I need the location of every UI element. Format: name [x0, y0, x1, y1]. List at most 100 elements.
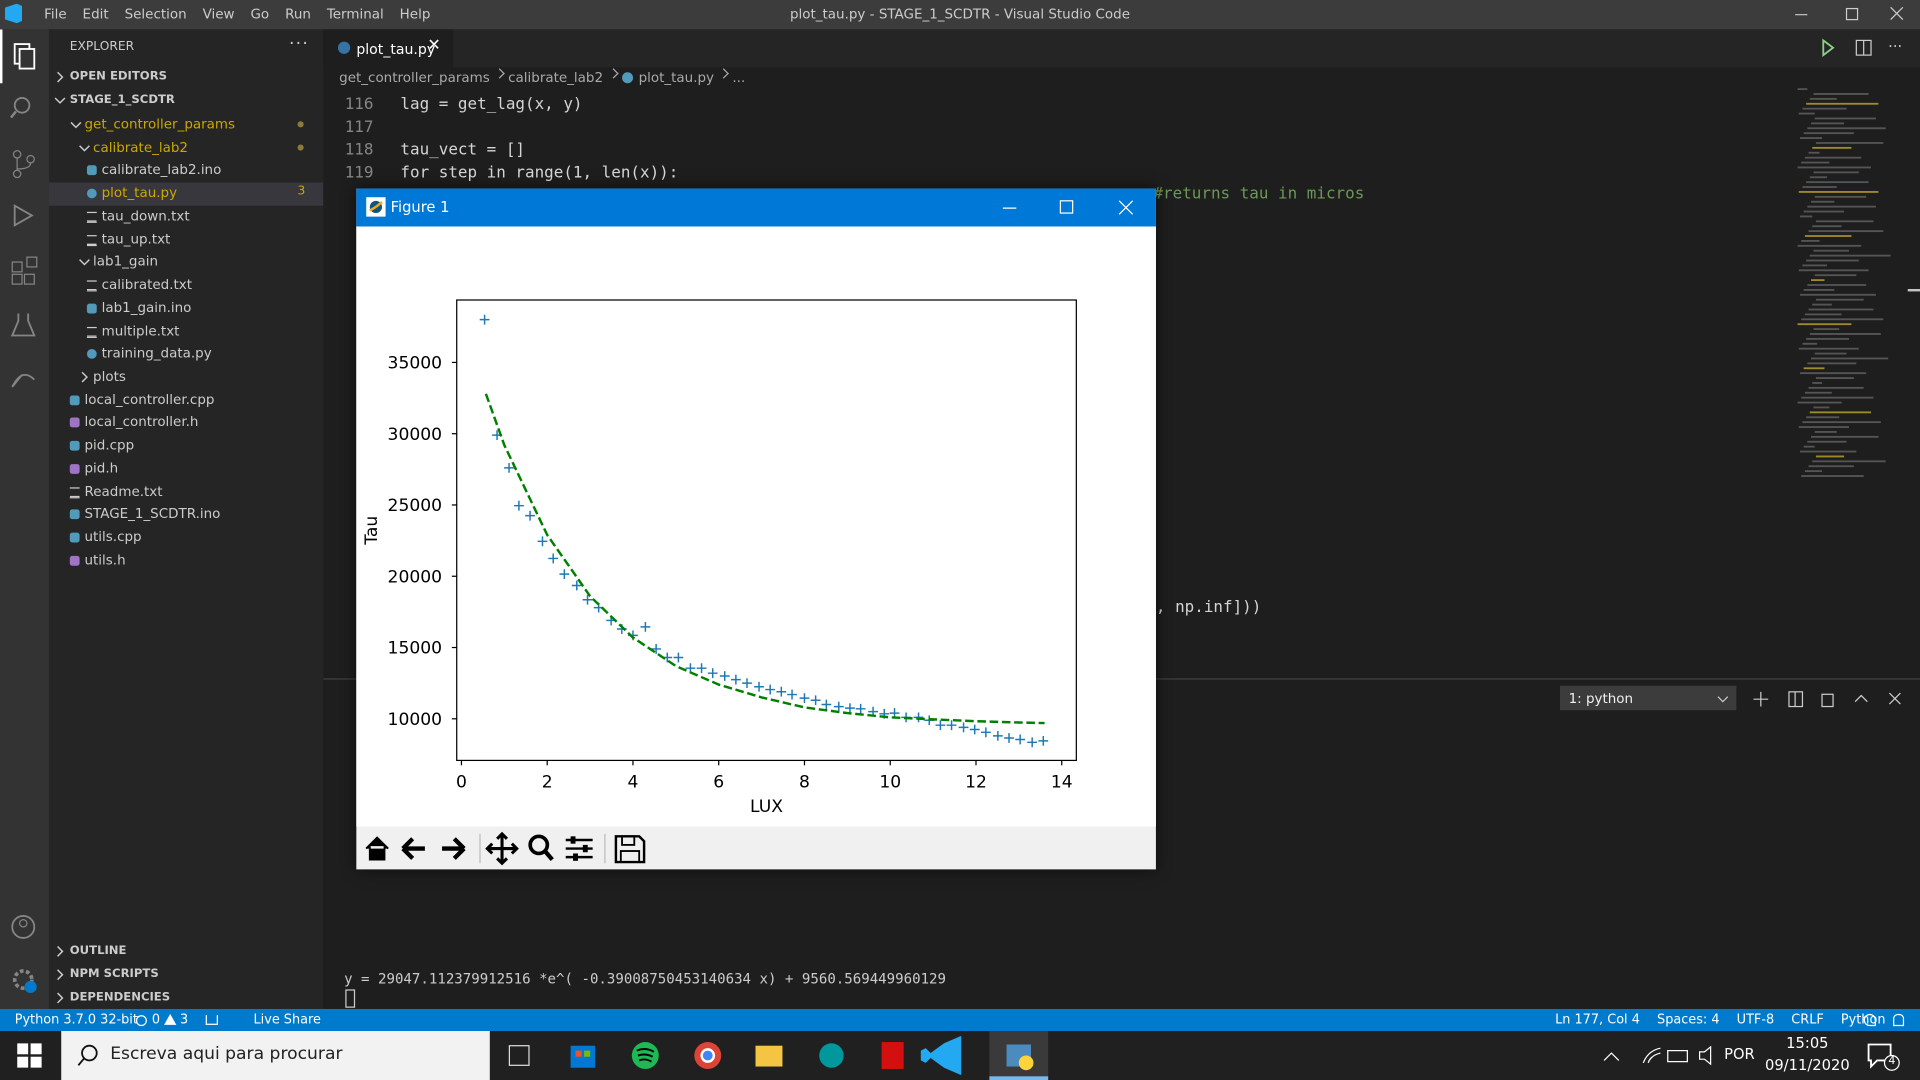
chevron[interactable]: [78, 371, 90, 383]
menu-item[interactable]: File: [44, 6, 67, 23]
chevron[interactable]: [54, 945, 66, 957]
file-label[interactable]: pid.cpp: [84, 437, 135, 454]
line-number: 117: [344, 118, 374, 137]
clock-time[interactable]: 15:05: [1786, 1034, 1829, 1052]
menu-item[interactable]: View: [202, 6, 235, 23]
breadcrumb[interactable]: calibrate_lab2: [508, 69, 604, 86]
file-label[interactable]: calibrated.txt: [101, 276, 193, 293]
notification-icon[interactable]: [1866, 1042, 1900, 1071]
activity-icons[interactable]: [0, 29, 49, 1009]
minimap-line: [1797, 88, 1808, 91]
chevron[interactable]: [54, 94, 66, 106]
terminal-select[interactable]: [1560, 685, 1737, 711]
minimap-line: [1807, 440, 1847, 443]
file-icon: [86, 165, 97, 176]
file-icon: [86, 303, 97, 314]
clock-date[interactable]: 09/11/2020: [1764, 1056, 1850, 1074]
folder-label[interactable]: calibrate_lab2: [93, 139, 188, 156]
file-label[interactable]: plot_tau.py: [101, 185, 178, 202]
search-box[interactable]: [61, 1031, 490, 1080]
file-label[interactable]: STAGE_1_SCDTR.ino: [84, 506, 221, 523]
menu-item[interactable]: Selection: [124, 6, 187, 23]
section-header[interactable]: DEPENDENCIES: [69, 990, 171, 1005]
folder-label[interactable]: get_controller_params: [84, 116, 236, 133]
breadcrumb[interactable]: get_controller_params: [339, 69, 490, 86]
file-label[interactable]: training_data.py: [101, 345, 212, 362]
minimap-line: [1807, 284, 1867, 286]
menu-item[interactable]: Terminal: [326, 6, 384, 23]
chevron[interactable]: [70, 119, 82, 131]
breadcrumb[interactable]: plot_tau.py: [638, 69, 715, 86]
fit-line: [484, 393, 1045, 725]
x-tick-label: 10: [879, 772, 901, 792]
figure-window-buttons[interactable]: [998, 197, 1139, 219]
editor-actions[interactable]: ···: [1820, 37, 1912, 59]
scroll-marker: [1907, 288, 1920, 292]
x-tick-label: 12: [965, 772, 987, 792]
chevron[interactable]: [78, 142, 90, 154]
minimap-line: [1797, 166, 1872, 169]
x-tick-label: 2: [542, 772, 553, 792]
taskbar-apps[interactable]: [502, 1031, 1065, 1080]
file-label[interactable]: tau_down.txt: [101, 208, 190, 224]
file-label[interactable]: utils.cpp: [84, 529, 142, 546]
warning-count[interactable]: 3: [180, 1012, 189, 1028]
menu-item[interactable]: Go: [250, 6, 270, 23]
file-label[interactable]: lab1_gain.ino: [101, 299, 192, 316]
search-placeholder[interactable]: Escreva aqui para procurar: [110, 1044, 343, 1065]
more-actions[interactable]: ···: [288, 34, 310, 54]
start-button[interactable]: [17, 1043, 44, 1068]
file-icon: [69, 486, 80, 498]
file-label[interactable]: tau_up.txt: [101, 230, 171, 247]
menu-item[interactable]: Help: [399, 6, 431, 23]
chevron[interactable]: [54, 992, 66, 1004]
status-item[interactable]: UTF-8: [1736, 1012, 1775, 1028]
status-item[interactable]: CRLF: [1791, 1012, 1824, 1028]
chevron[interactable]: [54, 969, 66, 981]
section-header[interactable]: OPEN EDITORS: [69, 69, 168, 84]
tray-icons[interactable]: [1599, 1043, 1721, 1067]
figure-canvas: 0 2 4 6 8 10 12 14 10000 15000 20000 25000 30000 3500…: [356, 226, 1156, 827]
window-controls[interactable]: [1795, 2, 1913, 31]
section-header[interactable]: STAGE_1_SCDTR: [69, 93, 175, 107]
line-number: 116: [344, 95, 374, 114]
window-title: plot_tau.py - STAGE_1_SCDTR - Visual Stu…: [789, 6, 1131, 23]
tab-label[interactable]: plot_tau.py: [356, 40, 436, 58]
minimap-line: [1803, 132, 1854, 135]
data-point: [845, 703, 855, 713]
panel-actions[interactable]: [1714, 689, 1910, 709]
terminal-select-label[interactable]: 1: python: [1568, 690, 1634, 707]
y-tick-label: 20000: [388, 567, 442, 587]
line-number: 119: [344, 164, 374, 183]
minimap-line: [1806, 181, 1869, 184]
file-label[interactable]: utils.h: [84, 552, 126, 568]
status-item[interactable]: Spaces: 4: [1657, 1012, 1720, 1028]
menu-item[interactable]: Edit: [82, 6, 109, 23]
breadcrumb[interactable]: ...: [732, 69, 746, 86]
file-label[interactable]: pid.h: [84, 460, 119, 477]
file-label[interactable]: multiple.txt: [101, 322, 180, 339]
status-item[interactable]: Ln 177, Col 4: [1555, 1012, 1640, 1028]
folder-label[interactable]: lab1_gain: [93, 253, 158, 270]
file-label[interactable]: local_controller.cpp: [84, 391, 215, 408]
input-language[interactable]: POR: [1724, 1045, 1755, 1063]
tab-close[interactable]: ✕: [427, 36, 441, 56]
terminal-output: y = 29047.112379912516 *e^( -0.390087504…: [344, 969, 947, 987]
error-count[interactable]: 0: [151, 1012, 161, 1028]
section-header[interactable]: NPM SCRIPTS: [69, 967, 159, 981]
file-label[interactable]: Readme.txt: [84, 483, 163, 500]
window-buttons[interactable]: [1795, 2, 1913, 26]
data-point: [833, 701, 844, 712]
chevron[interactable]: [54, 71, 66, 83]
chevron[interactable]: [78, 256, 90, 268]
folder-label[interactable]: plots: [93, 368, 126, 385]
figure-toolbar[interactable]: [356, 827, 1156, 870]
status-item[interactable]: Python 3.7.0 32-bit: [14, 1012, 138, 1028]
live-share[interactable]: Live Share: [253, 1012, 321, 1028]
section-header[interactable]: OUTLINE: [69, 944, 127, 958]
file-label[interactable]: calibrate_lab2.ino: [101, 162, 222, 179]
minimap-line: [1815, 455, 1845, 458]
menu-item[interactable]: Run: [285, 6, 311, 23]
file-label[interactable]: local_controller.h: [84, 414, 199, 431]
